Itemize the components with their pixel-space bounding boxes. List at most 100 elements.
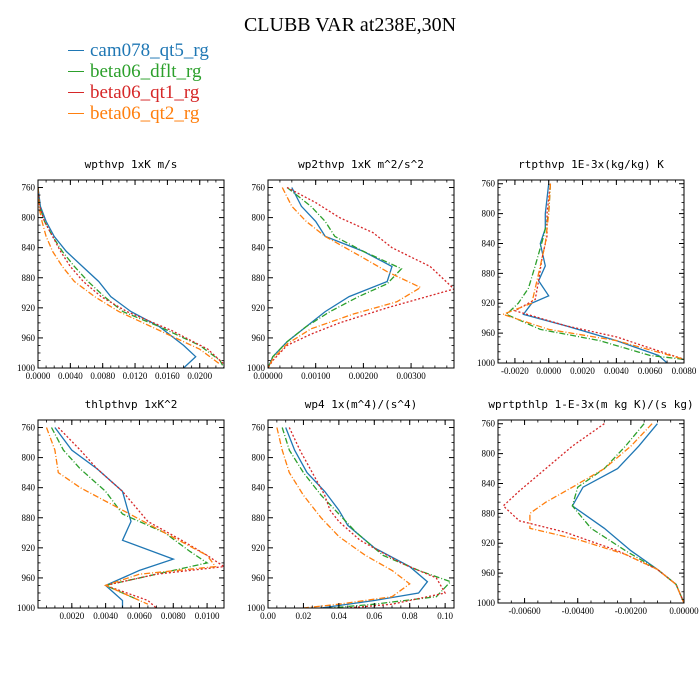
y-tick-label: 880 xyxy=(252,513,266,523)
panel-4: thlpthvp 1xK^2 760 800 840 880 920 960 1000 0.00… xyxy=(17,398,225,621)
series-line-3 xyxy=(513,183,684,360)
series-line-2 xyxy=(571,423,684,603)
series-line-1 xyxy=(571,423,684,603)
x-tick-label: 0.0020 xyxy=(570,366,595,376)
series-line-1 xyxy=(268,187,393,368)
legend-swatch xyxy=(68,92,84,93)
legend-label: beta06_dflt_rg xyxy=(90,61,202,82)
panel-frame xyxy=(497,179,685,364)
x-tick-label: 0.00 xyxy=(260,611,276,621)
legend-swatch xyxy=(68,71,84,72)
legend-label: cam078_qt5_rg xyxy=(90,40,209,61)
y-tick-label: 840 xyxy=(482,238,496,248)
panel-frame xyxy=(37,179,225,369)
legend: cam078_qt5_rg beta06_dflt_rg beta06_qt1_… xyxy=(68,40,209,124)
series-line-4 xyxy=(501,183,684,360)
x-tick-label: 0.0060 xyxy=(638,366,663,376)
series-line-3 xyxy=(502,423,684,603)
series-line-3 xyxy=(57,427,224,608)
series-line-4 xyxy=(276,427,411,608)
x-tick-label: 0.00000 xyxy=(669,606,699,616)
panel-title: thlpthvp 1xK^2 xyxy=(85,398,178,411)
x-tick-label: 0.00300 xyxy=(396,371,426,381)
y-tick-label: 1000 xyxy=(247,363,266,373)
panel-title: rtpthvp 1E-3x(kg/kg) K xyxy=(518,158,664,171)
series-line-4 xyxy=(45,427,217,605)
y-tick-label: 760 xyxy=(482,179,496,189)
y-tick-label: 1000 xyxy=(477,598,496,608)
x-tick-label: 0.0200 xyxy=(187,371,212,381)
y-tick-label: 960 xyxy=(22,573,36,583)
legend-swatch xyxy=(68,113,84,114)
y-tick-label: 760 xyxy=(252,183,266,193)
legend-swatch xyxy=(68,50,84,51)
x-tick-label: 0.08 xyxy=(402,611,418,621)
y-tick-label: 880 xyxy=(22,513,36,523)
x-tick-label: 0.00100 xyxy=(301,371,331,381)
x-tick-label: 0.0100 xyxy=(195,611,220,621)
y-tick-label: 800 xyxy=(482,209,496,219)
x-tick-label: 0.00200 xyxy=(349,371,379,381)
x-tick-label: 0.00000 xyxy=(253,371,283,381)
x-tick-label: 0.02 xyxy=(296,611,312,621)
y-tick-label: 1000 xyxy=(247,603,266,613)
x-tick-label: -0.00200 xyxy=(615,606,648,616)
x-tick-label: 0.0000 xyxy=(536,366,561,376)
series-line-3 xyxy=(38,187,224,365)
y-tick-label: 800 xyxy=(482,449,496,459)
y-tick-label: 960 xyxy=(482,568,496,578)
y-tick-label: 760 xyxy=(482,419,496,429)
x-tick-label: -0.00600 xyxy=(508,606,541,616)
y-tick-label: 920 xyxy=(252,303,266,313)
series-line-4 xyxy=(529,423,684,603)
y-tick-label: 920 xyxy=(22,543,36,553)
page-title: CLUBB VAR at238E,30N xyxy=(243,14,457,36)
panel-5: wp4 1x(m^4)/(s^4)76080084088092096010000… xyxy=(247,398,455,621)
x-tick-label: 0.0020 xyxy=(59,611,84,621)
y-tick-label: 920 xyxy=(482,538,496,548)
series-line-1 xyxy=(285,427,429,608)
y-tick-label: 800 xyxy=(252,453,266,463)
legend-item: beta06_qt1_rg xyxy=(68,82,209,103)
legend-label: beta06_qt2_rg xyxy=(90,103,200,124)
y-tick-label: 840 xyxy=(252,243,266,253)
series-line-2 xyxy=(281,427,452,608)
x-tick-label: 0.10 xyxy=(437,611,453,621)
series-line-4 xyxy=(268,187,422,368)
y-tick-label: 880 xyxy=(482,268,496,278)
series-line-1 xyxy=(522,183,668,363)
y-tick-label: 1000 xyxy=(17,603,36,613)
y-tick-label: 920 xyxy=(22,303,36,313)
series-line-1 xyxy=(54,427,176,608)
y-tick-label: 960 xyxy=(22,333,36,343)
legend-item: cam078_qt5_rg xyxy=(68,40,209,61)
y-tick-label: 960 xyxy=(252,333,266,343)
legend-item: beta06_qt2_rg xyxy=(68,103,209,124)
y-tick-label: 880 xyxy=(22,273,36,283)
series-line-3 xyxy=(268,186,454,368)
panel-title: wprtpthlp 1-E-3x(m kg K)/(s kg) xyxy=(488,398,693,411)
legend-item: beta06_dflt_rg xyxy=(68,61,209,82)
y-tick-label: 920 xyxy=(482,298,496,308)
x-tick-label: -0.0020 xyxy=(501,366,529,376)
panel-1: wpthvp 1xK m/s76080084088092096010000.00… xyxy=(17,158,225,381)
y-tick-label: 840 xyxy=(482,478,496,488)
y-tick-label: 840 xyxy=(22,483,36,493)
panel-title: wpthvp 1xK m/s xyxy=(85,158,178,171)
series-line-2 xyxy=(38,187,224,368)
y-tick-label: 760 xyxy=(252,423,266,433)
x-tick-label: 0.0160 xyxy=(155,371,180,381)
y-tick-label: 800 xyxy=(22,453,36,463)
x-tick-label: 0.0080 xyxy=(90,371,115,381)
y-tick-label: 880 xyxy=(482,508,496,518)
y-tick-label: 840 xyxy=(252,483,266,493)
panel-frame xyxy=(267,179,455,369)
x-tick-label: 0.0080 xyxy=(672,366,697,376)
x-tick-label: -0.00400 xyxy=(562,606,595,616)
x-tick-label: 0.06 xyxy=(366,611,382,621)
x-tick-label: 0.0000 xyxy=(26,371,51,381)
panel-6: wprtpthlp 1-E-3x(m kg K)/(s kg) 760 800 840… xyxy=(477,398,699,616)
y-tick-label: 960 xyxy=(252,573,266,583)
x-tick-label: 0.0120 xyxy=(123,371,148,381)
